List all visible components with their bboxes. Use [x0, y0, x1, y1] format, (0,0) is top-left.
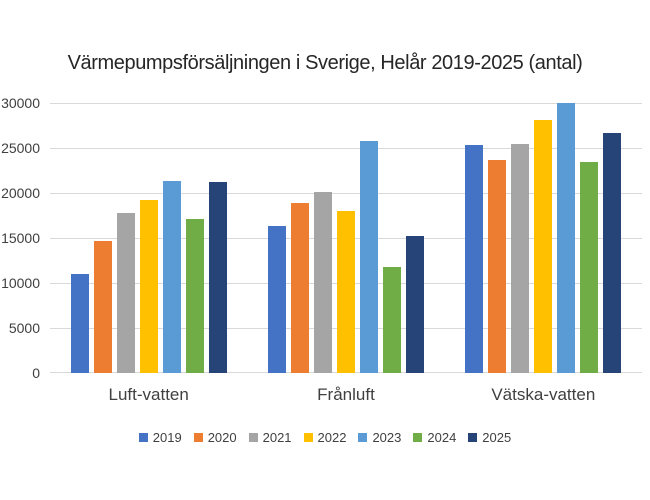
legend-item-2022: 2022 [303, 430, 347, 445]
bar-2022 [336, 211, 355, 373]
bar-2019 [70, 274, 89, 373]
bar-2024 [382, 266, 401, 373]
legend-item-2021: 2021 [248, 430, 292, 445]
y-tick-label: 20000 [1, 185, 40, 201]
legend-swatch-icon [303, 433, 313, 442]
legend-label: 2022 [317, 430, 347, 445]
legend-label: 2025 [482, 430, 512, 445]
legend-item-2023: 2023 [358, 431, 401, 444]
y-tick-label: 30000 [1, 95, 40, 111]
bar-2023 [359, 140, 378, 373]
legend-item-2025: 2025 [468, 431, 511, 444]
bar-group-fr-nluft [247, 103, 444, 373]
bar-group-v-tska-vatten [445, 103, 642, 373]
legend-swatch-icon [468, 433, 478, 442]
legend-swatch-icon [248, 433, 258, 442]
legend-swatch-icon [358, 433, 368, 442]
legend: 2019 2020 2021 2022 2023 2024 2025 [0, 431, 650, 444]
y-axis-labels: 0 5000 10000 15000 20000 25000 30000 [0, 95, 40, 381]
x-axis-labels: Luft-vatten Frånluft Vätska-vatten [50, 385, 642, 405]
legend-swatch-icon [193, 433, 203, 442]
legend-label: 2019 [152, 430, 182, 445]
gridline [50, 148, 642, 149]
bar-2021 [313, 192, 332, 373]
plot-area [50, 103, 642, 373]
legend-swatch-icon [138, 433, 148, 442]
bar-2020 [290, 202, 309, 373]
bar-2021 [511, 143, 530, 373]
bar-2020 [93, 240, 112, 373]
chart-title: Värmepumpsförsäljningen i Sverige, Helår… [67, 52, 583, 74]
bar-2024 [580, 161, 599, 373]
y-tick-label: 15000 [1, 230, 40, 246]
y-tick-label: 5000 [8, 320, 40, 336]
bar-2025 [603, 132, 622, 373]
y-tick-label: 10000 [1, 275, 40, 291]
bar-2021 [116, 212, 135, 373]
gridline [50, 193, 642, 194]
legend-label: 2023 [372, 430, 402, 445]
legend-label: 2021 [262, 430, 292, 445]
y-tick-label: 25000 [1, 140, 40, 156]
x-category-label: Frånluft [317, 385, 375, 404]
bar-2019 [465, 145, 484, 373]
legend-label: 2024 [427, 430, 457, 445]
x-category-label: Vätska-vatten [491, 385, 596, 404]
legend-label: 2020 [207, 430, 237, 445]
x-category-label: Luft-vatten [108, 385, 189, 404]
legend-item-2020: 2020 [193, 430, 237, 445]
bar-2020 [488, 159, 507, 373]
bar-2023 [557, 103, 576, 373]
bar-group-luft-vatten [50, 103, 247, 373]
y-tick-label: 0 [32, 365, 40, 381]
legend-item-2024: 2024 [413, 431, 456, 444]
bar-2022 [534, 120, 553, 373]
bar-2025 [208, 182, 227, 373]
bar-2022 [139, 200, 158, 373]
bar-2024 [185, 219, 204, 373]
gridline [50, 103, 642, 104]
legend-swatch-icon [413, 433, 423, 442]
bar-2025 [405, 236, 424, 373]
bar-2023 [162, 181, 181, 373]
legend-item-2019: 2019 [138, 430, 182, 445]
bar-2019 [267, 226, 286, 373]
